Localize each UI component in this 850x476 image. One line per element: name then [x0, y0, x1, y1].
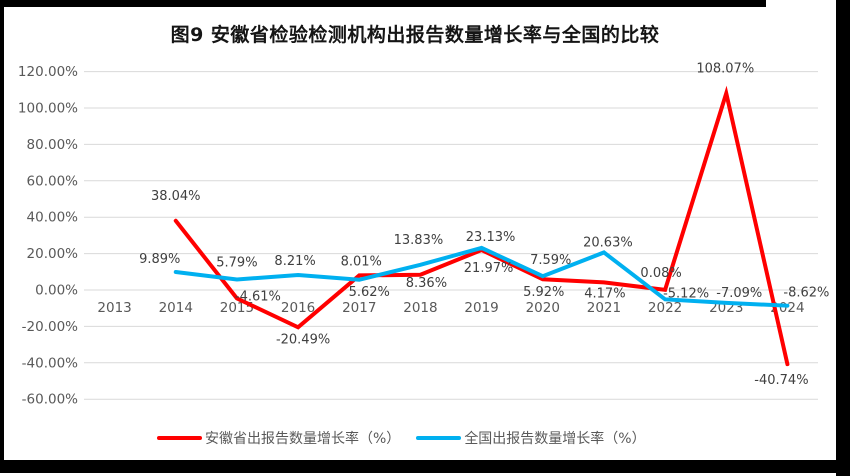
anhui-data-label: 21.97% [464, 261, 514, 276]
national-data-label: -7.09% [716, 286, 762, 301]
anhui-data-label: 38.04% [151, 189, 201, 204]
y-axis-tick-label: 100.00% [18, 101, 78, 117]
national-data-label: 7.59% [530, 253, 571, 268]
x-axis-year-label: 2016 [281, 300, 315, 316]
national-data-label: 23.13% [466, 230, 516, 245]
national-data-label: 8.21% [274, 254, 315, 269]
chart-title: 图9 安徽省检验检测机构出报告数量增长率与全国的比较 [170, 24, 660, 46]
anhui-series-swatch [157, 435, 202, 441]
anhui-data-label: -40.74% [754, 373, 808, 388]
x-axis-year-label: 2017 [342, 300, 376, 316]
y-axis-tick-label: 40.00% [27, 210, 79, 226]
legend-item-national: 全国出报告数量增长率（%） [416, 428, 646, 448]
anhui-data-label: 8.01% [341, 254, 382, 269]
x-axis-year-label: 2020 [526, 300, 560, 316]
y-axis-tick-label: -20.00% [22, 319, 79, 335]
chart-legend: 安徽省出报告数量增长率（%） 全国出报告数量增长率（%） [157, 428, 646, 448]
national-series-swatch [416, 435, 462, 441]
legend-item-anhui: 安徽省出报告数量增长率（%） [157, 428, 400, 448]
frame-border-bottom [0, 460, 838, 473]
anhui-data-label: 4.17% [584, 286, 625, 301]
frame-border-left [0, 0, 4, 470]
national-series-label: 全国出报告数量增长率（%） [464, 431, 646, 447]
anhui-data-label: 5.92% [523, 285, 564, 300]
y-axis-tick-label: 0.00% [35, 283, 78, 299]
anhui-data-label: 108.07% [696, 61, 754, 76]
national-series-line [173, 245, 790, 308]
y-axis-tick-label: -60.00% [22, 392, 79, 408]
y-axis-tick-label: 80.00% [27, 137, 79, 153]
national-data-label: 5.79% [216, 255, 257, 270]
frame-border-right [836, 0, 850, 476]
x-axis-year-label: 2019 [464, 300, 498, 316]
national-data-label: -5.12% [663, 286, 709, 301]
anhui-data-label: -20.49% [276, 332, 330, 347]
national-data-label: 9.89% [139, 252, 180, 267]
x-axis-year-label: 2018 [403, 300, 437, 316]
anhui-series-line [173, 85, 790, 367]
x-axis-year-label: 2014 [159, 300, 193, 316]
frame-border-top [0, 0, 766, 7]
anhui-data-label: -4.61% [235, 289, 281, 304]
national-data-label: 20.63% [583, 235, 633, 250]
x-axis-year-label: 2013 [97, 300, 131, 316]
y-axis-tick-label: -40.00% [22, 355, 79, 371]
anhui-data-label: 8.36% [406, 276, 447, 291]
y-axis-tick-label: 20.00% [27, 246, 79, 262]
anhui-series-label: 安徽省出报告数量增长率（%） [205, 431, 401, 447]
national-data-label: 13.83% [394, 233, 444, 248]
anhui-data-label: 0.08% [640, 266, 681, 281]
national-data-label: -8.62% [783, 286, 829, 301]
y-axis-tick-label: 120.00% [18, 64, 78, 80]
national-data-label: 5.62% [349, 285, 390, 300]
y-axis-tick-label: 60.00% [27, 173, 79, 189]
x-axis-year-label: 2022 [648, 300, 682, 316]
x-axis-year-label: 2021 [587, 300, 621, 316]
